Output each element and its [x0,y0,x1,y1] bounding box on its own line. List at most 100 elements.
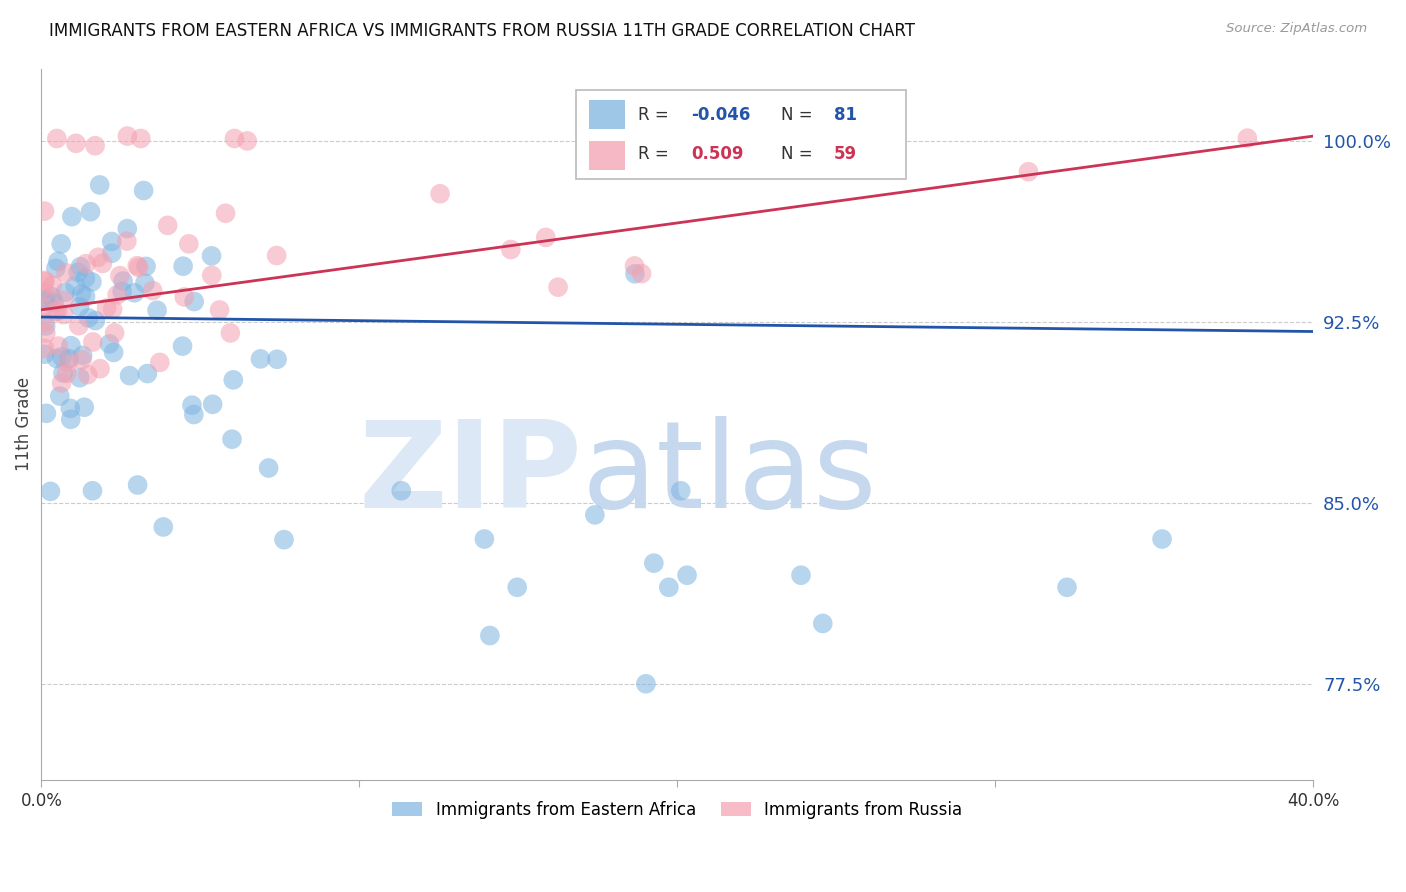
Point [669,483,692,498]
Point [474,532,496,546]
Point [72,348,94,362]
Point [208,302,231,317]
Point [266,352,288,367]
Point [214,206,236,220]
Point [257,461,280,475]
Point [173,290,195,304]
Point [82,334,104,349]
Point [59,338,82,352]
Point [156,219,179,233]
Point [273,533,295,547]
Point [149,355,172,369]
Point [172,259,194,273]
Point [69,370,91,384]
Point [183,408,205,422]
Point [224,131,246,145]
Point [53,285,76,300]
Point [177,236,200,251]
Point [172,339,194,353]
Point [236,134,259,148]
Point [46,254,69,268]
Point [60,210,83,224]
Point [51,236,73,251]
Point [55,367,77,381]
Point [75,257,97,271]
Point [499,243,522,257]
Point [35,406,58,420]
Point [676,568,699,582]
Point [547,280,569,294]
Point [75,271,97,285]
Point [634,677,657,691]
Point [101,246,124,260]
Point [96,301,118,315]
Point [34,275,56,289]
Point [55,266,77,280]
Point [70,287,93,301]
Point [115,234,138,248]
Text: IMMIGRANTS FROM EASTERN AFRICA VS IMMIGRANTS FROM RUSSIA 11TH GRADE CORRELATION : IMMIGRANTS FROM EASTERN AFRICA VS IMMIGR… [49,22,915,40]
Point [201,397,224,411]
Point [98,337,121,351]
Point [52,293,75,308]
Point [46,339,69,353]
Point [134,276,156,290]
Point [117,221,139,235]
Y-axis label: 11th Grade: 11th Grade [15,377,32,472]
Point [1017,165,1039,179]
Point [429,186,451,201]
Point [34,273,56,287]
Point [63,278,86,293]
Point [45,351,67,366]
Point [790,568,813,582]
Point [108,268,131,283]
Point [73,401,96,415]
Point [117,129,139,144]
Point [135,260,157,274]
Point [101,302,124,317]
Point [76,368,98,382]
Point [111,285,134,299]
Text: Source: ZipAtlas.com: Source: ZipAtlas.com [1226,22,1367,36]
Point [89,361,111,376]
Point [181,398,204,412]
Point [34,285,56,300]
Point [103,345,125,359]
Point [79,204,101,219]
Point [100,235,122,249]
Point [46,304,69,318]
Point [478,628,501,642]
Point [128,260,150,275]
Point [45,261,67,276]
Point [91,256,114,270]
Point [51,376,73,390]
Point [35,326,58,340]
Point [222,373,245,387]
Point [266,248,288,262]
Point [39,484,62,499]
Point [34,204,56,219]
Point [59,401,82,416]
Point [75,289,97,303]
Point [66,265,89,279]
Point [124,285,146,300]
Point [34,318,56,333]
Point [658,580,681,594]
Point [118,368,141,383]
Point [201,268,224,283]
Text: atlas: atlas [582,416,877,533]
Point [70,352,93,367]
Point [630,267,652,281]
Point [34,315,56,329]
Point [49,389,72,403]
Point [89,178,111,192]
Point [811,616,834,631]
Point [34,347,56,361]
Point [67,318,90,333]
Point [52,308,75,322]
Point [506,580,529,594]
Point [35,292,58,306]
Point [136,367,159,381]
Point [80,275,103,289]
Point [42,295,65,310]
